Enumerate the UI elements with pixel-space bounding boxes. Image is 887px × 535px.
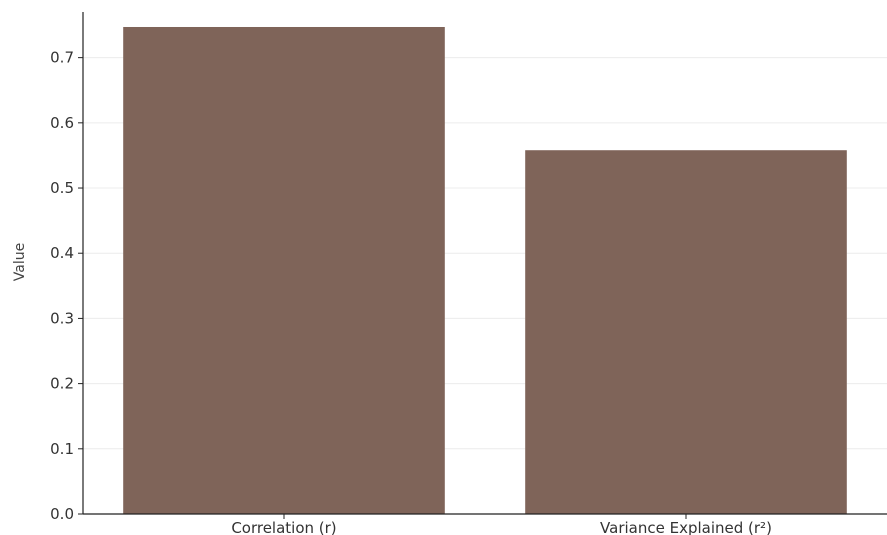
x-tick-label: Variance Explained (r²) [600,519,772,535]
x-axis-ticks: Correlation (r) Variance Explained (r²) [231,514,772,535]
y-tick-label: 0.1 [50,440,74,458]
y-tick-label: 0.4 [50,244,74,262]
bar [123,26,445,514]
bar [525,150,847,514]
bars [123,26,847,514]
y-tick-label: 0.2 [50,375,74,393]
y-tick-label: 0.5 [50,179,74,197]
y-axis-ticks: 0.0 0.1 0.2 0.3 0.4 0.5 0.6 0.7 [50,49,83,523]
y-tick-label: 0.7 [50,49,74,67]
x-tick-label: Correlation (r) [231,519,336,535]
y-tick-label: 0.6 [50,114,74,132]
y-axis-title: Value [12,243,28,281]
y-tick-label: 0.0 [50,505,74,523]
axes [82,12,887,515]
y-tick-label: 0.3 [50,309,74,327]
